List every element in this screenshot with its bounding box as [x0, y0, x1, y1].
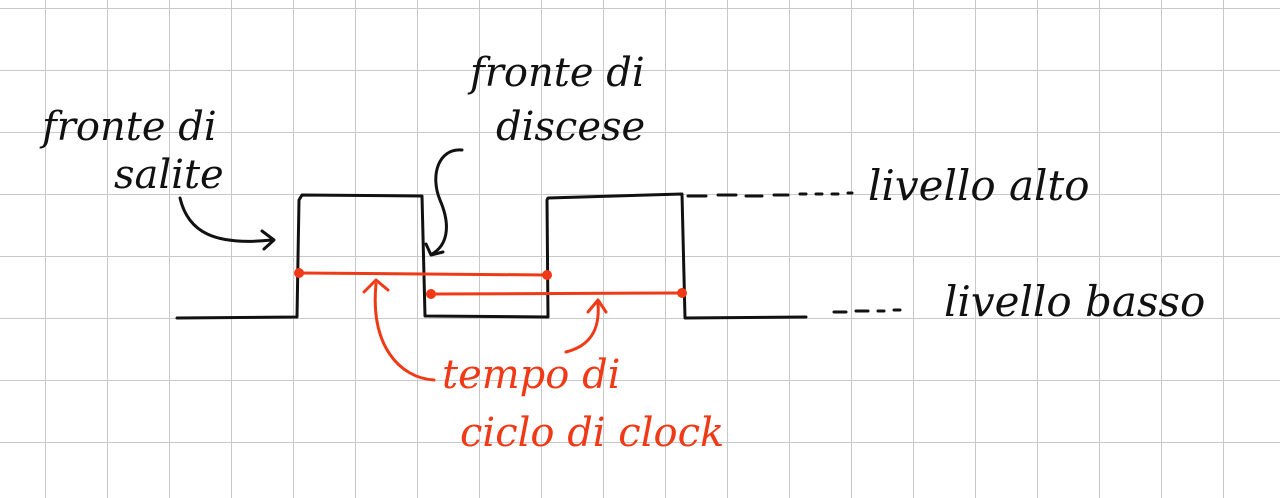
period-marker-rising-end — [542, 270, 552, 280]
period-arrow-right — [564, 302, 600, 354]
period-arrow-left-head — [362, 278, 390, 294]
high-level-dashes — [686, 191, 854, 198]
falling-edge-arrow — [430, 148, 464, 256]
low-level-dashes — [832, 308, 902, 314]
high-level-label: livello alto — [868, 161, 1090, 210]
period-line-falling — [429, 291, 684, 296]
rising-edge-label-line1: fronte di — [39, 104, 217, 150]
falling-edge-label-line2: discese — [496, 104, 645, 150]
clock-period-label-line1: tempo di — [442, 352, 620, 398]
period-arrow-left — [373, 282, 436, 382]
period-arrow-right-head — [586, 298, 608, 314]
rising-edge-arrow — [178, 196, 274, 243]
period-marker-falling-end — [677, 288, 687, 298]
period-marker-rising-start — [294, 268, 304, 278]
rising-edge-arrowhead — [260, 229, 276, 251]
clock-waveform — [175, 192, 808, 320]
low-level-label: livello basso — [944, 277, 1205, 326]
period-line-rising — [297, 271, 549, 277]
clock-period-label-line2: ciclo di clock — [460, 410, 724, 456]
rising-edge-label-line2: salite — [114, 152, 224, 198]
falling-edge-arrowhead — [424, 242, 445, 257]
falling-edge-label-line1: fronte di — [467, 50, 645, 96]
period-marker-falling-start — [426, 289, 436, 299]
